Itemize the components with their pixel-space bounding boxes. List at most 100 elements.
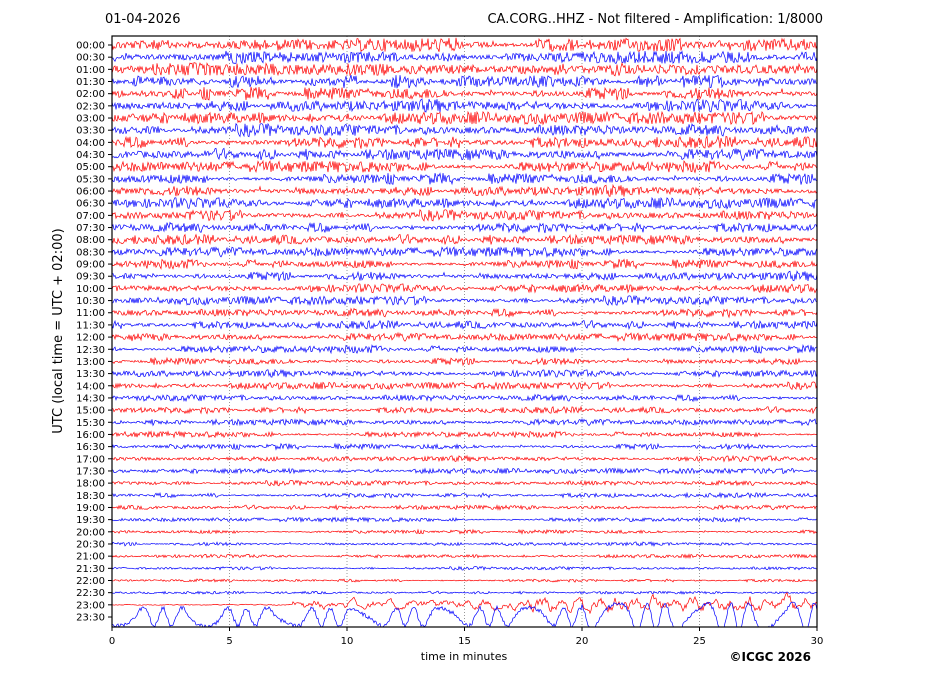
trace-0030 <box>112 50 817 65</box>
x-tick-label: 10 <box>341 636 354 647</box>
y-tick-label: 00:30 <box>76 53 105 64</box>
y-tick-label: 17:30 <box>76 466 105 477</box>
trace-1730 <box>112 467 817 475</box>
trace-1000 <box>112 283 817 294</box>
trace-0930 <box>112 270 817 282</box>
trace-0700 <box>112 208 817 222</box>
date-label: 01-04-2026 <box>105 12 181 27</box>
y-tick-label: 13:00 <box>76 357 105 368</box>
y-tick-label: 01:30 <box>76 77 105 88</box>
y-tick-label: 04:30 <box>76 150 105 161</box>
y-tick-label: 04:00 <box>76 138 105 149</box>
trace-0300 <box>112 110 817 126</box>
trace-0830 <box>112 246 817 258</box>
y-tick-label: 01:00 <box>76 65 105 76</box>
y-tick-label: 05:30 <box>76 174 105 185</box>
y-tick-label: 03:00 <box>76 114 105 125</box>
trace-2230 <box>112 590 817 595</box>
y-tick-label: 09:00 <box>76 260 105 271</box>
y-tick-label: 14:00 <box>76 381 105 392</box>
trace-0730 <box>112 221 817 234</box>
trace-1800 <box>112 479 817 487</box>
y-tick-label: 00:00 <box>76 41 105 52</box>
trace-2300 <box>112 592 817 615</box>
trace-0000 <box>112 37 817 53</box>
y-tick-label: 20:00 <box>76 527 105 538</box>
y-tick-label: 05:00 <box>76 162 105 173</box>
trace-1500 <box>112 405 817 415</box>
y-tick-label: 02:00 <box>76 89 105 100</box>
trace-0630 <box>112 196 817 210</box>
y-tick-label: 18:00 <box>76 479 105 490</box>
x-tick-label: 25 <box>693 636 706 647</box>
trace-0800 <box>112 233 817 246</box>
x-tick-label: 0 <box>109 636 115 647</box>
trace-0430 <box>112 147 817 162</box>
trace-2200 <box>112 578 817 583</box>
x-tick-label: 5 <box>226 636 232 647</box>
y-tick-label: 10:30 <box>76 296 105 307</box>
trace-0500 <box>112 159 817 174</box>
trace-0130 <box>112 74 817 89</box>
trace-0230 <box>112 98 817 113</box>
y-tick-label: 08:00 <box>76 235 105 246</box>
trace-2100 <box>112 553 817 560</box>
trace-0100 <box>112 61 817 77</box>
y-tick-label: 15:00 <box>76 406 105 417</box>
y-tick-label: 18:30 <box>76 491 105 502</box>
plot-frame <box>111 35 818 628</box>
y-tick-label: 19:00 <box>76 503 105 514</box>
trace-1630 <box>112 442 817 451</box>
trace-1130 <box>112 319 817 331</box>
y-tick-label: 14:30 <box>76 393 105 404</box>
trace-1330 <box>112 368 817 378</box>
y-tick-label: 06:00 <box>76 187 105 198</box>
trace-1430 <box>112 393 817 403</box>
y-tick-label: 11:00 <box>76 308 105 319</box>
y-tick-label: 16:30 <box>76 442 105 453</box>
trace-0530 <box>112 172 817 186</box>
y-tick-label: 06:30 <box>76 199 105 210</box>
y-tick-label: 17:00 <box>76 454 105 465</box>
y-tick-label: 09:30 <box>76 272 105 283</box>
trace-0900 <box>112 258 817 270</box>
trace-2330 <box>112 601 817 627</box>
x-tick-label: 20 <box>576 636 589 647</box>
trace-1700 <box>112 454 817 463</box>
y-axis-label: UTC (local time = UTC + 02:00) <box>51 228 66 433</box>
x-tick-label: 15 <box>458 636 471 647</box>
y-tick-label: 12:30 <box>76 345 105 356</box>
trace-1300 <box>112 356 817 367</box>
trace-1930 <box>112 516 817 524</box>
y-tick-label: 21:00 <box>76 552 105 563</box>
y-tick-label: 07:00 <box>76 211 105 222</box>
chart-title: CA.CORG..HHZ - Not filtered - Amplificat… <box>487 12 823 27</box>
trace-0200 <box>112 86 817 101</box>
trace-2000 <box>112 528 817 535</box>
trace-0330 <box>112 122 817 138</box>
trace-2030 <box>112 541 817 548</box>
y-tick-label: 03:30 <box>76 126 105 137</box>
y-tick-label: 02:30 <box>76 101 105 112</box>
y-tick-label: 16:00 <box>76 430 105 441</box>
y-tick-label: 07:30 <box>76 223 105 234</box>
y-tick-label: 19:30 <box>76 515 105 526</box>
y-tick-label: 23:00 <box>76 600 105 611</box>
y-tick-label: 15:30 <box>76 418 105 429</box>
trace-1200 <box>112 331 817 343</box>
y-tick-label: 21:30 <box>76 564 105 575</box>
trace-1030 <box>112 294 817 307</box>
y-tick-label: 23:30 <box>76 613 105 624</box>
trace-1400 <box>112 381 817 391</box>
trace-2130 <box>112 565 817 571</box>
trace-1600 <box>112 430 817 439</box>
y-tick-label: 20:30 <box>76 539 105 550</box>
y-tick-label: 22:00 <box>76 576 105 587</box>
trace-1530 <box>112 418 817 427</box>
trace-1900 <box>112 503 817 511</box>
y-tick-label: 12:00 <box>76 333 105 344</box>
trace-0600 <box>112 183 817 197</box>
trace-1830 <box>112 491 817 499</box>
x-tick-label: 30 <box>811 636 824 647</box>
